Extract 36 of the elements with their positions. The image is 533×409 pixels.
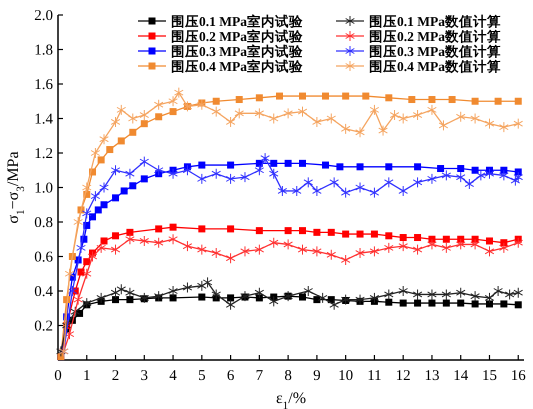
legend-label: 围压0.1 MPa室内试验: [171, 13, 304, 29]
x-tick-label: 3: [140, 368, 148, 384]
y-tick-label: 1.2: [34, 146, 53, 162]
legend-label: 围压0.1 MPa数值计算: [369, 14, 501, 29]
x-tick-label: 15: [482, 368, 497, 384]
y-tick-label: 1.4: [34, 112, 54, 128]
x-tick-label: 12: [396, 368, 411, 384]
legend-label: 围压0.3 MPa室内试验: [171, 43, 304, 59]
y-tick-label: 0.8: [34, 215, 53, 231]
x-tick-label: 13: [424, 368, 440, 384]
x-tick-label: 14: [453, 368, 469, 384]
legend-label: 围压0.3 MPa数值计算: [369, 44, 501, 59]
x-tick-label: 1: [83, 368, 91, 384]
legend-label: 围压0.4 MPa数值计算: [369, 59, 501, 74]
x-tick-label: 11: [367, 368, 382, 384]
x-tick-label: 10: [338, 368, 354, 384]
x-tick-label: 4: [169, 368, 178, 384]
y-tick-label: 0.2: [34, 318, 53, 334]
x-axis-title: ε$_{1}$/%: [276, 390, 306, 409]
y-tick-label: 1.6: [34, 77, 54, 93]
x-tick-label: 16: [510, 368, 526, 384]
legend-label: 围压0.4 MPa室内试验: [171, 58, 304, 74]
x-tick-label: 7: [256, 368, 264, 384]
y-tick-label: 1.8: [34, 42, 53, 58]
x-tick-label: 6: [226, 368, 235, 384]
legend-label: 围压0.2 MPa室内试验: [171, 28, 304, 44]
x-tick-label: 0: [54, 368, 62, 384]
x-tick-label: 9: [313, 368, 321, 384]
x-tick-label: 8: [284, 368, 292, 384]
y-tick-label: 1.0: [34, 180, 53, 196]
x-tick-label: 2: [112, 368, 120, 384]
y-tick-label: 0.4: [34, 284, 54, 300]
y-tick-label: 0.6: [34, 250, 54, 266]
legend-label: 围压0.2 MPa数值计算: [369, 29, 501, 44]
y-tick-label: 2.0: [34, 8, 53, 24]
x-tick-label: 5: [198, 368, 206, 384]
